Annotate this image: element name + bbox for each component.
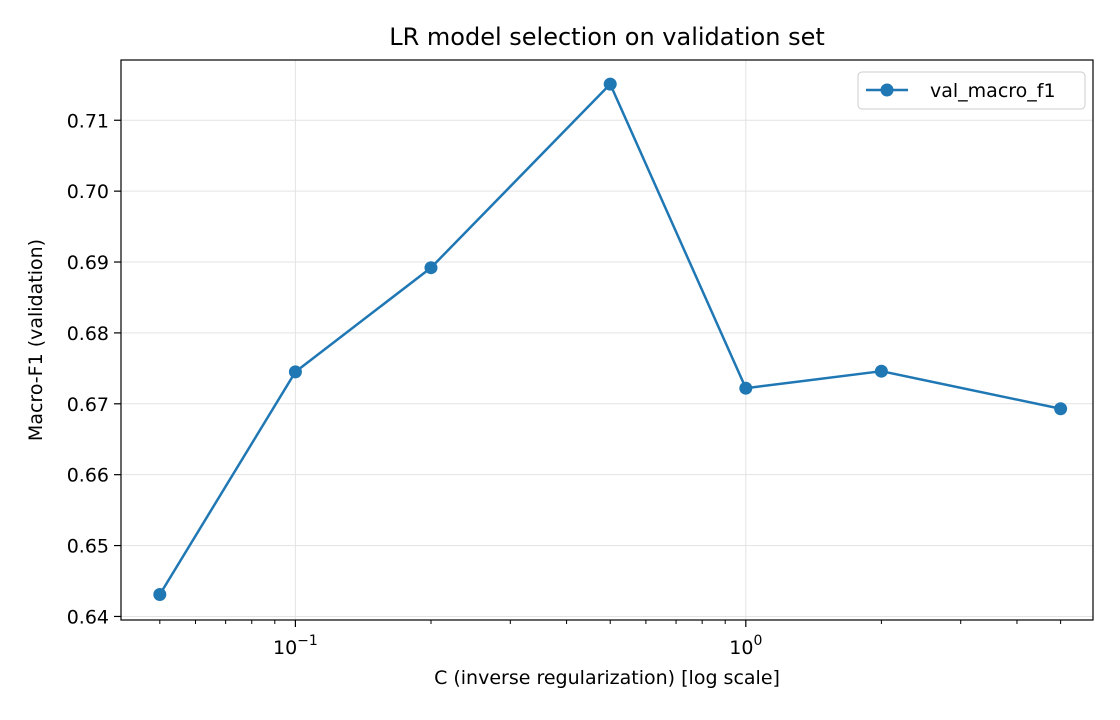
data-point bbox=[424, 261, 438, 275]
y-tick-label: 0.70 bbox=[67, 181, 109, 203]
y-tick-label: 0.67 bbox=[67, 394, 109, 416]
data-point bbox=[603, 77, 617, 91]
legend-marker-swatch bbox=[880, 83, 894, 97]
x-tick-label: 100 bbox=[729, 633, 762, 659]
y-axis: 0.64 0.65 0.66 0.67 0.68 0.69 0.70 0.71 bbox=[67, 110, 121, 628]
chart-title: LR model selection on validation set bbox=[389, 23, 825, 51]
data-point bbox=[874, 364, 888, 378]
x-axis-label: C (inverse regularization) [log scale] bbox=[434, 667, 780, 689]
grid bbox=[121, 60, 1093, 620]
y-tick-label: 0.71 bbox=[67, 110, 109, 132]
x-tick-label: 10−1 bbox=[273, 633, 318, 659]
y-tick-label: 0.64 bbox=[67, 606, 109, 628]
plot-area bbox=[120, 59, 1094, 621]
legend-box bbox=[857, 71, 1086, 110]
legend-label: val_macro_f1 bbox=[930, 80, 1056, 102]
data-point bbox=[288, 365, 302, 379]
y-tick-label: 0.69 bbox=[67, 252, 109, 274]
legend: val_macro_f1 bbox=[857, 71, 1086, 110]
x-axis: 10−1 100 bbox=[159, 620, 1062, 659]
series-layer bbox=[153, 77, 1068, 601]
data-point bbox=[1054, 402, 1068, 416]
plot-frame bbox=[120, 59, 1094, 621]
y-tick-label: 0.66 bbox=[67, 465, 109, 487]
data-point bbox=[153, 587, 167, 601]
data-point bbox=[739, 381, 753, 395]
y-tick-label: 0.68 bbox=[67, 323, 109, 345]
y-axis-label: Macro-F1 (validation) bbox=[25, 239, 47, 441]
y-tick-label: 0.65 bbox=[67, 536, 109, 558]
